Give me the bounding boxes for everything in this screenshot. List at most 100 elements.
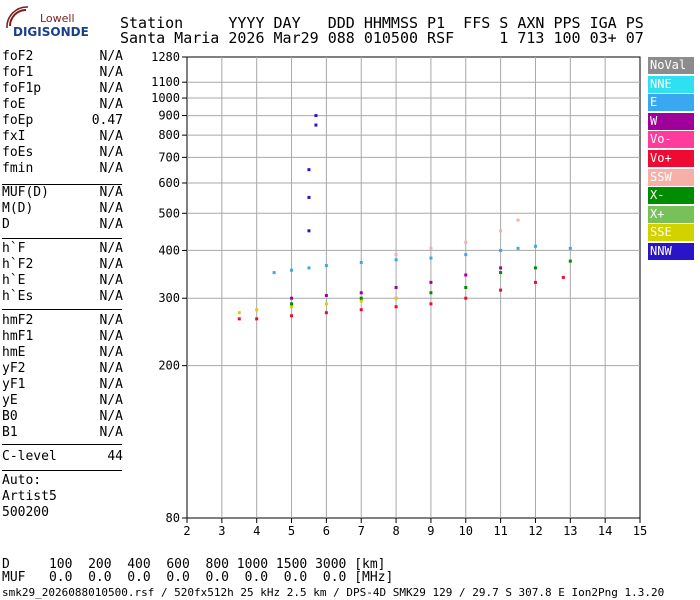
echo-point-x-echoes bbox=[429, 291, 433, 295]
echo-point-w-echoes bbox=[394, 286, 398, 289]
echo-point-vo-echoes bbox=[237, 317, 241, 321]
param-value: N/A bbox=[99, 161, 123, 176]
param-name: yE bbox=[2, 393, 18, 408]
echo-point-ssw-echoes bbox=[394, 253, 398, 257]
echo-point-e-band-echoes bbox=[568, 246, 572, 250]
legend-item-x-: X+ bbox=[648, 205, 694, 223]
param-row-b0: B0 N/A bbox=[2, 409, 123, 425]
echo-point-e-band-echoes bbox=[290, 268, 294, 272]
param-name: D bbox=[2, 217, 10, 232]
y-tick-label: 200 bbox=[158, 359, 180, 373]
param-value: 0.47 bbox=[91, 113, 123, 128]
echo-point-e-band-echoes bbox=[324, 264, 328, 268]
x-tick-label: 13 bbox=[563, 524, 577, 538]
echo-point-sse-echoes bbox=[324, 302, 328, 306]
echo-point-vo-echoes bbox=[290, 314, 294, 318]
header-line-2: Santa Maria 2026 Mar29 088 010500 RSF 1 … bbox=[120, 29, 644, 47]
param-value: N/A bbox=[99, 257, 123, 272]
echo-point-w-echoes bbox=[464, 273, 468, 277]
echo-point-sse-echoes bbox=[394, 296, 398, 300]
param-row-d: D N/A bbox=[2, 217, 123, 233]
param-value: N/A bbox=[99, 97, 123, 112]
echo-point-vo-echoes bbox=[499, 288, 503, 292]
param-name: B0 bbox=[2, 409, 18, 424]
x-tick-label: 3 bbox=[218, 524, 225, 538]
param-row-h-e: h`E N/A bbox=[2, 273, 123, 289]
echo-point-w-echoes bbox=[429, 280, 433, 284]
param-value: N/A bbox=[99, 377, 123, 392]
param-value: N/A bbox=[99, 289, 123, 304]
echo-point-sse-echoes bbox=[290, 305, 294, 309]
x-tick-label: 2 bbox=[183, 524, 190, 538]
echo-point-vo-echoes bbox=[464, 296, 468, 300]
autoscale-label: Auto: bbox=[2, 473, 42, 488]
header-line-1: Station YYYY DAY DDD HHMMSS P1 FFS S AXN… bbox=[120, 14, 644, 32]
echo-point-e-band-echoes bbox=[516, 246, 520, 250]
echo-point-e-band-echoes bbox=[394, 258, 398, 262]
param-value: N/A bbox=[99, 273, 123, 288]
param-value: N/A bbox=[99, 201, 123, 216]
echo-point-e-band-echoes bbox=[359, 260, 363, 264]
autoscale-code: 500200 bbox=[2, 505, 49, 520]
echo-point-sse-echoes bbox=[237, 311, 241, 315]
x-tick-label: 11 bbox=[493, 524, 507, 538]
y-tick-label: 800 bbox=[158, 128, 180, 142]
x-tick-label: 8 bbox=[392, 524, 399, 538]
param-name: h`F bbox=[2, 241, 26, 256]
y-tick-label: 1000 bbox=[151, 91, 180, 105]
legend-item-noval: NoVal bbox=[648, 57, 694, 74]
param-value: N/A bbox=[99, 49, 123, 64]
echo-point-x-echoes bbox=[533, 266, 537, 270]
x-tick-label: 14 bbox=[598, 524, 612, 538]
param-row-m-d-: M(D) N/A bbox=[2, 201, 123, 217]
param-name: h`F2 bbox=[2, 257, 34, 272]
y-tick-label: 700 bbox=[158, 150, 180, 164]
y-tick-label: 1280 bbox=[151, 50, 180, 64]
echo-point-w-echoes bbox=[290, 296, 294, 300]
param-value: N/A bbox=[99, 313, 123, 328]
echo-point-e-band-echoes bbox=[533, 244, 537, 248]
echo-point-ssw-echoes bbox=[516, 218, 520, 222]
echo-point-e-band-echoes bbox=[307, 266, 311, 270]
param-row-yf1: yF1 N/A bbox=[2, 377, 123, 393]
param-row-hmf2: hmF2 N/A bbox=[2, 313, 123, 329]
param-value: N/A bbox=[99, 145, 123, 160]
param-name: foEs bbox=[2, 145, 34, 160]
echo-point-vo-echoes bbox=[394, 305, 398, 309]
echo-point-spread-f-column bbox=[314, 123, 318, 127]
logo-icon bbox=[6, 6, 29, 29]
echo-point-e-band-echoes bbox=[272, 271, 276, 275]
echo-point-ssw-echoes bbox=[429, 246, 433, 250]
param-row-ye: yE N/A bbox=[2, 393, 123, 409]
echo-point-x-echoes bbox=[464, 286, 468, 289]
y-tick-label: 300 bbox=[158, 291, 180, 305]
legend-item-vo-: Vo+ bbox=[648, 150, 694, 167]
logo-digisonde-text: DIGISONDE bbox=[13, 25, 89, 39]
separator bbox=[2, 470, 122, 471]
param-row-fof1p: foF1p N/A bbox=[2, 81, 123, 97]
param-value: N/A bbox=[99, 361, 123, 376]
separator bbox=[2, 184, 122, 185]
y-tick-label: 600 bbox=[158, 176, 180, 190]
param-row-foes: foEs N/A bbox=[2, 145, 123, 161]
echo-point-vo-echoes bbox=[561, 275, 565, 279]
echo-point-spread-f-column bbox=[314, 114, 318, 118]
param-row-hmf1: hmF1 N/A bbox=[2, 329, 123, 345]
param-name: yF2 bbox=[2, 361, 26, 376]
param-row-muf-d-: MUF(D) N/A bbox=[2, 185, 123, 201]
echo-point-w-echoes bbox=[359, 291, 363, 295]
echo-point-vo-echoes bbox=[324, 311, 328, 315]
param-name: MUF(D) bbox=[2, 185, 49, 200]
separator bbox=[2, 444, 122, 445]
param-row-h-f: h`F N/A bbox=[2, 241, 123, 257]
echo-point-x-echoes bbox=[568, 259, 572, 263]
y-tick-label: 1100 bbox=[151, 75, 180, 89]
param-value: N/A bbox=[99, 329, 123, 344]
param-row-fof1: foF1 N/A bbox=[2, 65, 123, 81]
y-tick-label: 80 bbox=[166, 511, 180, 525]
legend-item-nnw: NNW bbox=[648, 243, 694, 260]
echo-point-vo-echoes bbox=[429, 302, 433, 306]
echo-point-ssw-echoes bbox=[464, 240, 468, 244]
param-row-fmin: fmin N/A bbox=[2, 161, 123, 177]
echo-point-x-echoes bbox=[499, 271, 503, 275]
